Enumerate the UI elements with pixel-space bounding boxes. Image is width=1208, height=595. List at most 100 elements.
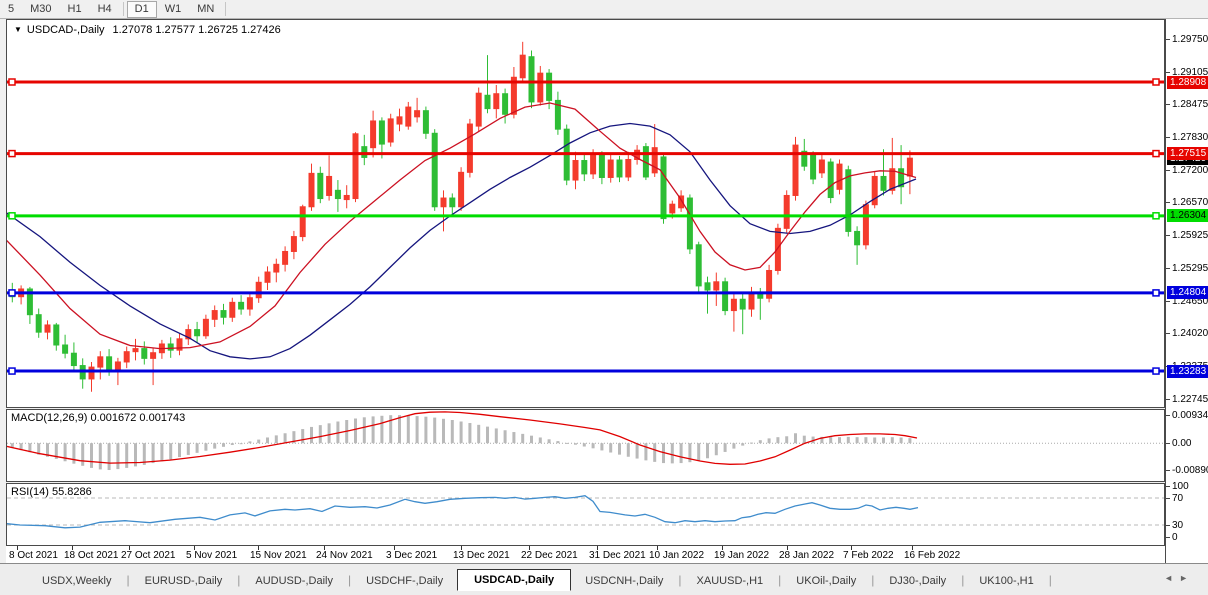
candle-bull	[889, 168, 896, 191]
tab-separator: |	[126, 572, 130, 587]
timeframe-button-h1[interactable]: H1	[67, 2, 82, 15]
line-handle[interactable]	[1152, 78, 1160, 86]
macd-histogram-bar	[450, 420, 454, 444]
line-handle[interactable]	[8, 149, 16, 158]
timeframe-button-w1[interactable]: W1	[164, 2, 182, 15]
candle-bear	[502, 93, 509, 115]
candle-bear	[810, 154, 817, 180]
date-axis-tick	[17, 546, 18, 550]
line-handle[interactable]	[1152, 149, 1160, 158]
date-axis-label: 22 Dec 2021	[521, 550, 578, 561]
candle-bear	[801, 150, 808, 167]
macd-canvas[interactable]	[7, 410, 1164, 481]
macd-indicator-label: MACD(12,26,9) 0.001672 0.001743	[11, 412, 186, 424]
tab-usdchf-[interactable]: USDCHF-,Daily	[366, 575, 444, 587]
price-axis-tick	[1166, 399, 1170, 400]
rsi-axis-label: 100	[1172, 481, 1189, 492]
macd-histogram-bar	[72, 443, 76, 464]
line-handle[interactable]	[8, 367, 16, 375]
tab-separator: |	[871, 572, 875, 587]
rsi-panel[interactable]	[6, 483, 1165, 546]
tab-ukoil-[interactable]: UKOil-,Daily	[796, 575, 857, 587]
price-axis-tick	[1166, 268, 1170, 269]
line-handle[interactable]	[1152, 289, 1160, 297]
macd-histogram-bar	[46, 443, 49, 457]
macd-histogram-bar	[266, 437, 269, 444]
rsi-canvas[interactable]	[7, 484, 1164, 545]
macd-histogram-bar	[494, 428, 498, 444]
date-axis-tick	[394, 546, 395, 550]
candle-bull	[836, 163, 843, 190]
main-chart-panel[interactable]	[6, 19, 1165, 408]
line-handle[interactable]	[8, 289, 16, 297]
macd-histogram-bar	[600, 443, 604, 451]
macd-histogram-bar	[362, 417, 366, 444]
date-axis-label: 18 Oct 2021	[64, 550, 119, 561]
macd-histogram-bar	[811, 436, 815, 444]
candle-bull	[625, 158, 632, 178]
macd-histogram-bar	[354, 418, 357, 444]
tab-eurusd-[interactable]: EURUSD-,Daily	[144, 575, 223, 587]
candle-bull	[774, 227, 781, 271]
macd-histogram-bar	[116, 443, 120, 470]
macd-histogram-bar	[732, 443, 736, 449]
chart-ohlc-values: 1.27078 1.27577 1.26725 1.27426	[112, 24, 281, 36]
macd-histogram-bar	[574, 443, 577, 445]
price-axis-tick	[1166, 333, 1170, 334]
tab-uk100-[interactable]: UK100-,H1	[979, 575, 1034, 587]
candle-bear	[35, 314, 42, 333]
line-handle[interactable]	[8, 78, 16, 86]
timeframe-button-m30[interactable]: M30	[30, 2, 52, 15]
timeframe-button-mn[interactable]: MN	[197, 2, 215, 15]
candle-bull	[458, 171, 465, 208]
candle-bull	[713, 281, 720, 291]
candle-bear	[880, 175, 887, 191]
date-axis-tick	[912, 546, 913, 550]
macd-histogram-bar	[98, 443, 102, 470]
line-handle[interactable]	[8, 212, 16, 220]
macd-histogram-bar	[54, 443, 58, 459]
candle-bear	[598, 154, 605, 178]
macd-histogram-bar	[213, 443, 217, 449]
line-handle[interactable]	[1152, 212, 1160, 220]
macd-histogram-bar	[688, 443, 692, 463]
date-axis[interactable]: 8 Oct 2021 18 Oct 2021 27 Oct 2021 5 Nov 20…	[6, 546, 1165, 563]
date-axis-tick	[194, 546, 195, 550]
chart-tabs: USDX,Weekly | EURUSD-,Daily | AUDUSD-,Daily |…	[28, 568, 1053, 591]
macd-histogram-bar	[204, 443, 208, 451]
candle-bear	[546, 72, 553, 101]
macd-histogram-bar	[635, 443, 639, 459]
toolbar-separator	[122, 2, 124, 16]
line-handle[interactable]	[1152, 367, 1160, 375]
main-chart-canvas[interactable]	[7, 20, 1164, 407]
date-axis-tick	[529, 546, 530, 550]
tab-scroll-right-icon[interactable]: ►	[1179, 573, 1194, 583]
price-axis-label: 1.27830	[1172, 132, 1208, 143]
tab-usdx[interactable]: USDX,Weekly	[42, 575, 112, 587]
macd-histogram-bar	[318, 425, 322, 444]
candle-bear	[827, 161, 834, 199]
tab-audusd-[interactable]: AUDUSD-,Daily	[255, 575, 333, 587]
candle-bear	[616, 159, 623, 178]
macd-histogram-bar	[248, 441, 252, 444]
tab-xauusd-[interactable]: XAUUSD-,H1	[696, 575, 764, 587]
candle-bull	[493, 93, 500, 110]
timeframe-button-5[interactable]: 5	[8, 2, 15, 15]
price-axis[interactable]: 1.29750 1.29105 1.28475 1.27830 1.27200 1.265…	[1165, 19, 1208, 563]
timeframe-button-h4[interactable]: H4	[97, 2, 112, 15]
macd-histogram-bar	[90, 443, 93, 468]
macd-histogram-bar	[257, 439, 261, 444]
timeframe-button-d1[interactable]: D1	[126, 0, 157, 18]
candle-bull	[537, 72, 544, 103]
candle-bear	[361, 146, 368, 158]
tab-scroll-left-icon[interactable]: ◄	[1164, 573, 1180, 583]
candle-bear	[378, 120, 385, 145]
candle-bear	[845, 169, 852, 232]
tab-dj30-[interactable]: DJ30-,Daily	[889, 575, 947, 587]
tab-usdcad-[interactable]: USDCAD-,Daily	[457, 569, 572, 591]
candle-bull	[202, 318, 209, 337]
symbol-dropdown-icon[interactable]: ▼	[14, 25, 22, 34]
tab-scroll-buttons: ◄►	[1164, 573, 1194, 583]
tab-usdcnh-[interactable]: USDCNH-,Daily	[585, 575, 664, 587]
tab-separator: |	[237, 572, 241, 587]
